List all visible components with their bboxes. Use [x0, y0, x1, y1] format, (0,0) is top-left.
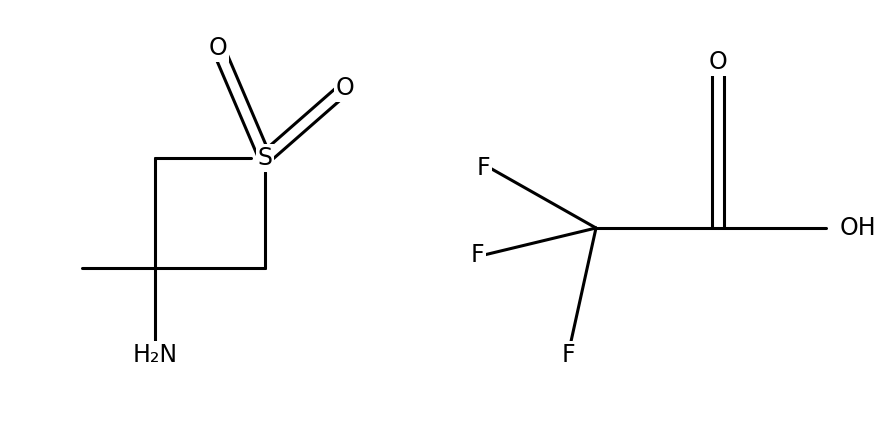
Text: OH: OH: [840, 216, 876, 240]
Text: F: F: [476, 156, 490, 180]
Text: H₂N: H₂N: [132, 343, 178, 367]
Text: O: O: [708, 50, 728, 74]
Text: O: O: [335, 76, 355, 100]
Text: O: O: [209, 36, 227, 60]
Text: F: F: [561, 343, 575, 367]
Text: F: F: [471, 243, 484, 267]
Text: S: S: [258, 146, 273, 170]
